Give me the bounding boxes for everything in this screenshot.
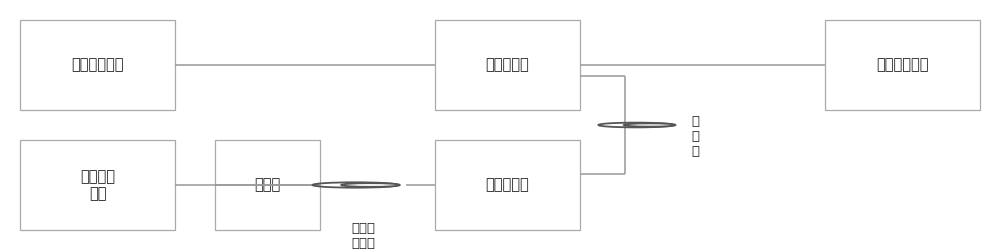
FancyBboxPatch shape	[435, 20, 580, 110]
Text: 显微成像装置: 显微成像装置	[876, 58, 929, 72]
Text: 采集处理
装置: 采集处理 装置	[80, 169, 115, 201]
FancyBboxPatch shape	[435, 140, 580, 230]
FancyBboxPatch shape	[20, 20, 175, 110]
Text: 第二耦合器: 第二耦合器	[486, 178, 529, 192]
FancyBboxPatch shape	[20, 140, 175, 230]
FancyBboxPatch shape	[825, 20, 980, 110]
Text: 激光发生装置: 激光发生装置	[71, 58, 124, 72]
Text: 探测器: 探测器	[254, 178, 281, 192]
Text: 延
迟
线: 延 迟 线	[691, 115, 699, 158]
Ellipse shape	[624, 124, 675, 126]
FancyBboxPatch shape	[215, 140, 320, 230]
Text: 色散补
偿光纤: 色散补 偿光纤	[351, 222, 375, 250]
Ellipse shape	[341, 183, 400, 187]
Text: 第一耦合器: 第一耦合器	[486, 58, 529, 72]
